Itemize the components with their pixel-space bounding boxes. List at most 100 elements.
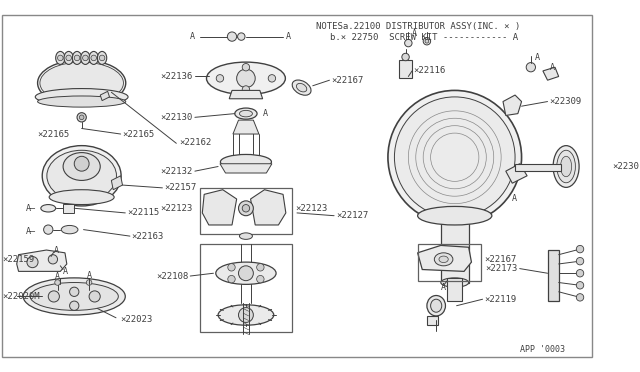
Bar <box>548 250 559 301</box>
Circle shape <box>425 39 429 43</box>
Bar <box>418 244 481 280</box>
Text: ×22123: ×22123 <box>295 204 328 213</box>
Circle shape <box>576 246 584 253</box>
Circle shape <box>576 282 584 289</box>
Ellipse shape <box>81 51 90 64</box>
Text: A: A <box>54 246 59 254</box>
Circle shape <box>58 55 63 61</box>
Polygon shape <box>202 190 237 225</box>
Circle shape <box>239 201 253 216</box>
Ellipse shape <box>439 256 448 263</box>
Ellipse shape <box>40 62 124 104</box>
Circle shape <box>74 156 89 171</box>
Ellipse shape <box>218 305 274 325</box>
Ellipse shape <box>235 108 257 119</box>
Circle shape <box>74 55 80 61</box>
Ellipse shape <box>553 145 579 187</box>
Text: ×22165: ×22165 <box>122 129 155 138</box>
Ellipse shape <box>56 51 65 64</box>
Text: ×22132: ×22132 <box>161 167 193 176</box>
Circle shape <box>576 270 584 277</box>
Text: ×22159: ×22159 <box>2 255 34 264</box>
Text: ×22136: ×22136 <box>161 72 193 81</box>
Bar <box>447 278 462 301</box>
Polygon shape <box>506 164 527 183</box>
Circle shape <box>402 53 409 61</box>
Ellipse shape <box>38 96 125 107</box>
Text: ×22130: ×22130 <box>161 113 193 122</box>
Ellipse shape <box>561 156 572 177</box>
Ellipse shape <box>216 262 276 284</box>
Text: APP '0003: APP '0003 <box>520 345 564 354</box>
Ellipse shape <box>97 51 107 64</box>
Ellipse shape <box>35 89 128 105</box>
Text: ×22301: ×22301 <box>612 162 640 171</box>
Text: NOTESa.22100 DISTRIBUTOR ASSY(INC. × ): NOTESa.22100 DISTRIBUTOR ASSY(INC. × ) <box>316 22 520 31</box>
Text: ×22108: ×22108 <box>156 272 188 280</box>
Ellipse shape <box>435 253 453 266</box>
Text: ×22119: ×22119 <box>484 295 516 304</box>
Text: A: A <box>63 267 68 276</box>
Circle shape <box>77 113 86 122</box>
Text: A—: A— <box>26 204 36 213</box>
Circle shape <box>526 62 536 72</box>
Ellipse shape <box>220 154 271 169</box>
Circle shape <box>228 264 236 271</box>
Text: A: A <box>86 270 92 280</box>
Ellipse shape <box>431 299 442 312</box>
Ellipse shape <box>89 51 99 64</box>
Circle shape <box>423 38 431 45</box>
Polygon shape <box>503 95 522 115</box>
Ellipse shape <box>42 145 121 206</box>
Text: ×22023: ×22023 <box>121 315 153 324</box>
Text: A: A <box>534 54 540 62</box>
Bar <box>427 316 438 325</box>
Circle shape <box>394 97 515 218</box>
Text: A: A <box>549 63 554 72</box>
Circle shape <box>576 294 584 301</box>
Ellipse shape <box>61 225 78 234</box>
Circle shape <box>242 86 250 93</box>
Circle shape <box>239 308 253 323</box>
Text: ×22115: ×22115 <box>127 208 159 217</box>
Ellipse shape <box>72 51 82 64</box>
Ellipse shape <box>239 110 252 117</box>
Circle shape <box>70 287 79 296</box>
Circle shape <box>79 115 84 120</box>
Polygon shape <box>233 120 259 134</box>
Bar <box>441 218 468 282</box>
Text: ×22165: ×22165 <box>37 129 70 138</box>
Ellipse shape <box>207 62 285 94</box>
Circle shape <box>257 264 264 271</box>
Ellipse shape <box>38 60 125 106</box>
Text: ×22162: ×22162 <box>179 138 211 147</box>
Bar <box>200 244 292 332</box>
Text: ×22123: ×22123 <box>161 204 193 213</box>
Text: ×22309: ×22309 <box>549 97 582 106</box>
Ellipse shape <box>441 278 468 287</box>
Circle shape <box>404 39 412 47</box>
Circle shape <box>237 69 255 88</box>
Circle shape <box>55 280 60 285</box>
Ellipse shape <box>49 190 114 205</box>
Polygon shape <box>111 176 122 190</box>
Ellipse shape <box>441 213 468 222</box>
Text: ×22157: ×22157 <box>164 183 196 192</box>
Circle shape <box>257 275 264 283</box>
Text: ×22163: ×22163 <box>132 232 164 241</box>
Bar <box>515 164 561 171</box>
Text: A: A <box>262 109 268 118</box>
Ellipse shape <box>296 83 307 92</box>
Text: A: A <box>55 272 60 280</box>
Text: ×22173: ×22173 <box>486 264 518 273</box>
Circle shape <box>83 55 88 61</box>
Text: A—: A— <box>26 227 36 236</box>
Circle shape <box>576 257 584 265</box>
Circle shape <box>228 275 236 283</box>
Text: A: A <box>286 32 291 41</box>
Text: ×22116: ×22116 <box>413 67 445 76</box>
Ellipse shape <box>63 153 100 180</box>
Polygon shape <box>220 164 272 173</box>
Circle shape <box>48 255 58 264</box>
Ellipse shape <box>64 51 74 64</box>
